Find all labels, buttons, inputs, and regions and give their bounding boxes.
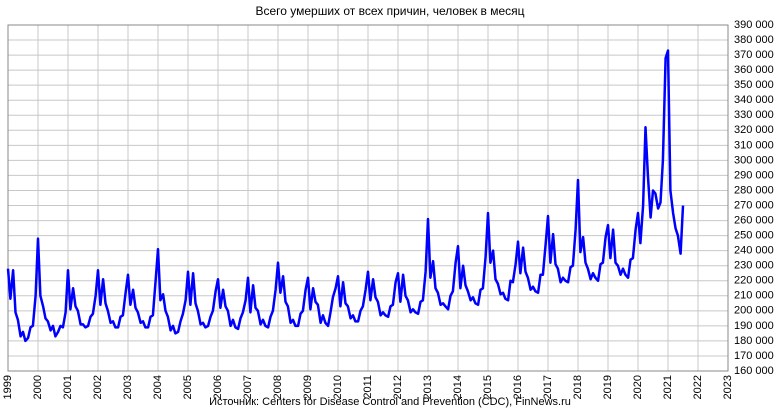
y-tick-label: 180 000 — [734, 335, 774, 347]
x-tick-label: 2002 — [92, 375, 104, 399]
y-tick-label: 280 000 — [734, 184, 774, 196]
x-tick-label: 2014 — [452, 375, 464, 399]
y-tick-label: 260 000 — [734, 214, 774, 226]
x-tick-label: 2018 — [572, 375, 584, 399]
x-tick-label: 2004 — [152, 375, 164, 399]
y-tick-label: 350 000 — [734, 79, 774, 91]
y-tick-label: 300 000 — [734, 154, 774, 166]
x-tick-label: 2021 — [662, 375, 674, 399]
x-tick-label: 2022 — [692, 375, 704, 399]
x-tick-label: 2007 — [242, 375, 254, 399]
y-tick-label: 230 000 — [734, 260, 774, 272]
y-tick-label: 370 000 — [734, 49, 774, 61]
y-tick-label: 340 000 — [734, 94, 774, 106]
x-tick-label: 2009 — [302, 375, 314, 399]
y-tick-label: 380 000 — [734, 34, 774, 46]
x-tick-label: 2017 — [542, 375, 554, 399]
y-tick-label: 210 000 — [734, 290, 774, 302]
y-tick-label: 270 000 — [734, 199, 774, 211]
y-tick-label: 250 000 — [734, 230, 774, 242]
chart-title: Всего умерших от всех причин, человек в … — [255, 4, 524, 18]
y-tick-label: 200 000 — [734, 305, 774, 317]
x-tick-label: 2019 — [602, 375, 614, 399]
y-tick-label: 290 000 — [734, 169, 774, 181]
x-tick-label: 2012 — [392, 375, 404, 399]
y-tick-label: 190 000 — [734, 320, 774, 332]
x-tick-label: 2003 — [122, 375, 134, 399]
y-tick-label: 160 000 — [734, 365, 774, 377]
x-tick-label: 2011 — [362, 375, 374, 399]
x-tick-label: 2016 — [512, 375, 524, 399]
x-tick-label: 2013 — [422, 375, 434, 399]
y-tick-label: 360 000 — [734, 64, 774, 76]
y-tick-label: 240 000 — [734, 245, 774, 257]
x-tick-label: 2008 — [272, 375, 284, 399]
y-tick-label: 390 000 — [734, 19, 774, 31]
y-tick-label: 330 000 — [734, 109, 774, 121]
y-tick-label: 310 000 — [734, 139, 774, 151]
y-tick-label: 220 000 — [734, 275, 774, 287]
x-tick-label: 2010 — [332, 375, 344, 399]
x-tick-label: 2000 — [32, 375, 44, 399]
line — [6, 49, 685, 343]
x-tick-label: 2020 — [632, 375, 644, 399]
x-tick-label: 1999 — [2, 375, 14, 399]
x-tick-label: 2006 — [212, 375, 224, 399]
x-tick-label: 2001 — [62, 375, 74, 399]
y-tick-label: 320 000 — [734, 124, 774, 136]
y-tick-label: 170 000 — [734, 350, 774, 362]
source: Источник: Centers for Disease Control an… — [209, 396, 571, 408]
plot-border — [7, 24, 729, 372]
x-tick-label: 2015 — [482, 375, 494, 399]
x-tick-label: 2005 — [182, 375, 194, 399]
x-tick-label: 2023 — [722, 375, 734, 399]
